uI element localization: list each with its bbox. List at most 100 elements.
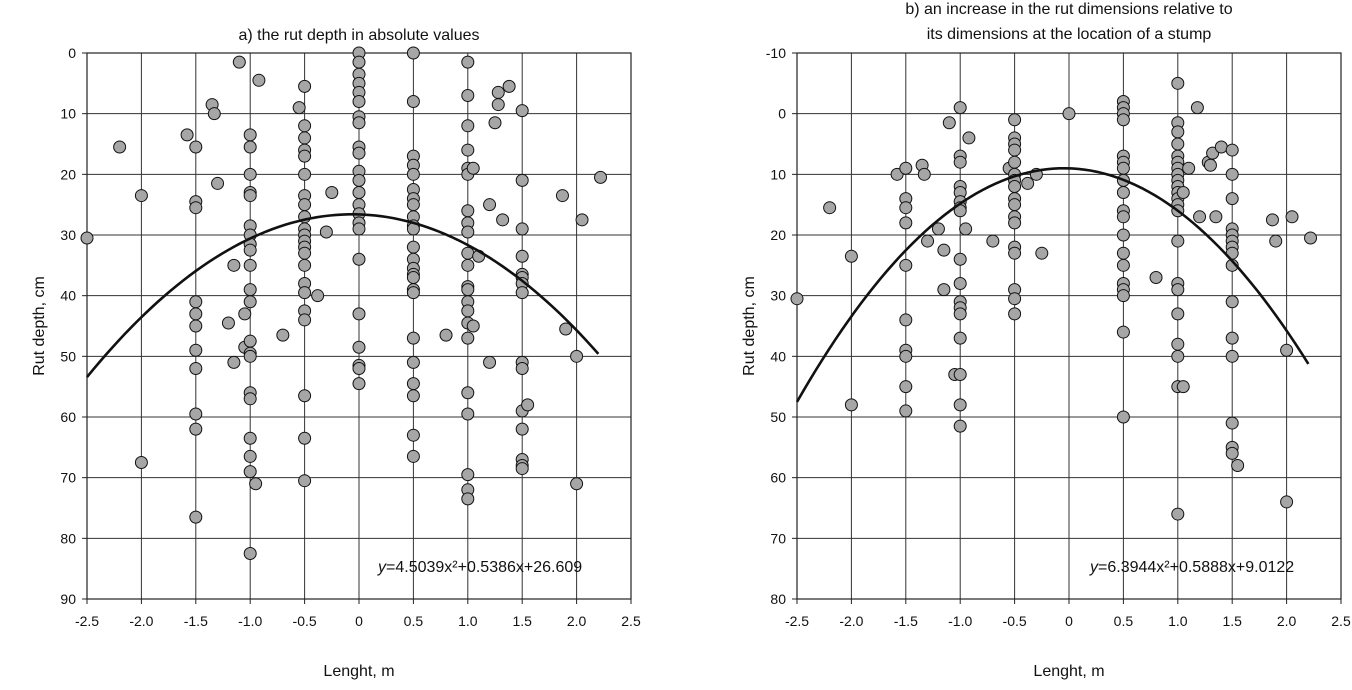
- y-tick-label: 40: [60, 288, 76, 304]
- data-point: [352, 146, 366, 160]
- data-point: [243, 349, 257, 363]
- data-point: [461, 258, 475, 272]
- x-tick-label: -0.5: [293, 613, 317, 629]
- data-point: [1269, 234, 1283, 248]
- x-tick-label: -0.5: [1003, 613, 1027, 629]
- data-point: [899, 161, 913, 175]
- data-point: [570, 349, 584, 363]
- data-point: [298, 149, 312, 163]
- x-axis-label: Lenght, m: [1033, 663, 1104, 680]
- y-tick-label: 50: [770, 409, 786, 425]
- y-tick-label: 90: [60, 591, 76, 607]
- data-point: [221, 316, 235, 330]
- data-point: [252, 73, 266, 87]
- data-point: [461, 386, 475, 400]
- data-point: [937, 243, 951, 257]
- y-tick-label: 20: [60, 166, 76, 182]
- x-tick-label: 1.5: [512, 613, 532, 629]
- data-point: [515, 104, 529, 118]
- data-point: [953, 307, 967, 321]
- data-point: [899, 201, 913, 215]
- data-point: [1171, 125, 1185, 139]
- data-point: [461, 468, 475, 482]
- data-point: [1265, 213, 1279, 227]
- y-tick-label: 80: [770, 591, 786, 607]
- data-point: [1116, 113, 1130, 127]
- y-tick-label: 60: [770, 470, 786, 486]
- x-tick-label: 0.5: [404, 613, 424, 629]
- data-point: [899, 216, 913, 230]
- data-point: [1116, 210, 1130, 224]
- data-point: [80, 231, 94, 245]
- data-point: [899, 258, 913, 272]
- data-point: [406, 377, 420, 391]
- y-tick-label: 60: [60, 409, 76, 425]
- trend-equation: y=4.5039x²+0.5386x+26.609: [377, 559, 582, 576]
- data-point: [1008, 307, 1022, 321]
- data-point: [521, 398, 535, 412]
- data-point: [1193, 210, 1207, 224]
- data-point: [243, 465, 257, 479]
- y-tick-label: 70: [770, 530, 786, 546]
- data-point: [1225, 416, 1239, 430]
- data-point: [575, 213, 589, 227]
- x-tick-label: -2.0: [129, 613, 153, 629]
- x-tick-label: 1.5: [1222, 613, 1242, 629]
- data-point: [189, 510, 203, 524]
- data-point: [461, 492, 475, 506]
- data-point: [461, 225, 475, 239]
- data-point: [298, 246, 312, 260]
- data-point: [953, 252, 967, 266]
- data-point: [515, 462, 529, 476]
- data-point: [1171, 337, 1185, 351]
- data-point: [298, 131, 312, 145]
- data-point: [298, 119, 312, 133]
- data-point: [406, 389, 420, 403]
- data-point: [180, 128, 194, 142]
- data-point: [1176, 380, 1190, 394]
- data-point: [466, 161, 480, 175]
- data-point: [243, 258, 257, 272]
- data-point: [917, 167, 931, 181]
- data-point: [406, 449, 420, 463]
- data-point: [243, 283, 257, 297]
- chart-title-line: b) an increase in the rut dimensions rel…: [905, 1, 1232, 18]
- equation-body: =6.3944x²+0.5888x+9.0122: [1098, 559, 1294, 576]
- x-tick-label: 1.0: [1168, 613, 1188, 629]
- x-axis-label: Lenght, m: [323, 663, 394, 680]
- data-point: [1225, 192, 1239, 206]
- data-point: [243, 392, 257, 406]
- data-point: [1116, 289, 1130, 303]
- data-point: [491, 85, 505, 99]
- data-point: [790, 292, 804, 306]
- x-tick-label: -1.5: [184, 613, 208, 629]
- x-tick-label: 2.5: [1331, 613, 1351, 629]
- data-point: [243, 128, 257, 142]
- data-point: [921, 234, 935, 248]
- data-point: [1021, 176, 1035, 190]
- x-tick-label: -2.5: [785, 613, 809, 629]
- equation-variable: y: [1089, 559, 1099, 576]
- data-point: [243, 449, 257, 463]
- data-point: [515, 286, 529, 300]
- data-point: [1008, 143, 1022, 157]
- data-point: [559, 322, 573, 336]
- data-point: [483, 355, 497, 369]
- data-point: [502, 79, 516, 93]
- x-tick-label: 0: [1065, 613, 1073, 629]
- data-point: [515, 361, 529, 375]
- data-point: [1225, 167, 1239, 181]
- data-point: [325, 186, 339, 200]
- data-point: [953, 331, 967, 345]
- x-tick-label: -1.5: [894, 613, 918, 629]
- data-point: [211, 176, 225, 190]
- data-point: [406, 95, 420, 109]
- data-point: [1008, 113, 1022, 127]
- data-point: [1225, 349, 1239, 363]
- data-point: [352, 173, 366, 187]
- x-tick-label: -1.0: [948, 613, 972, 629]
- data-point: [844, 249, 858, 263]
- data-point: [937, 283, 951, 297]
- data-point: [1116, 161, 1130, 175]
